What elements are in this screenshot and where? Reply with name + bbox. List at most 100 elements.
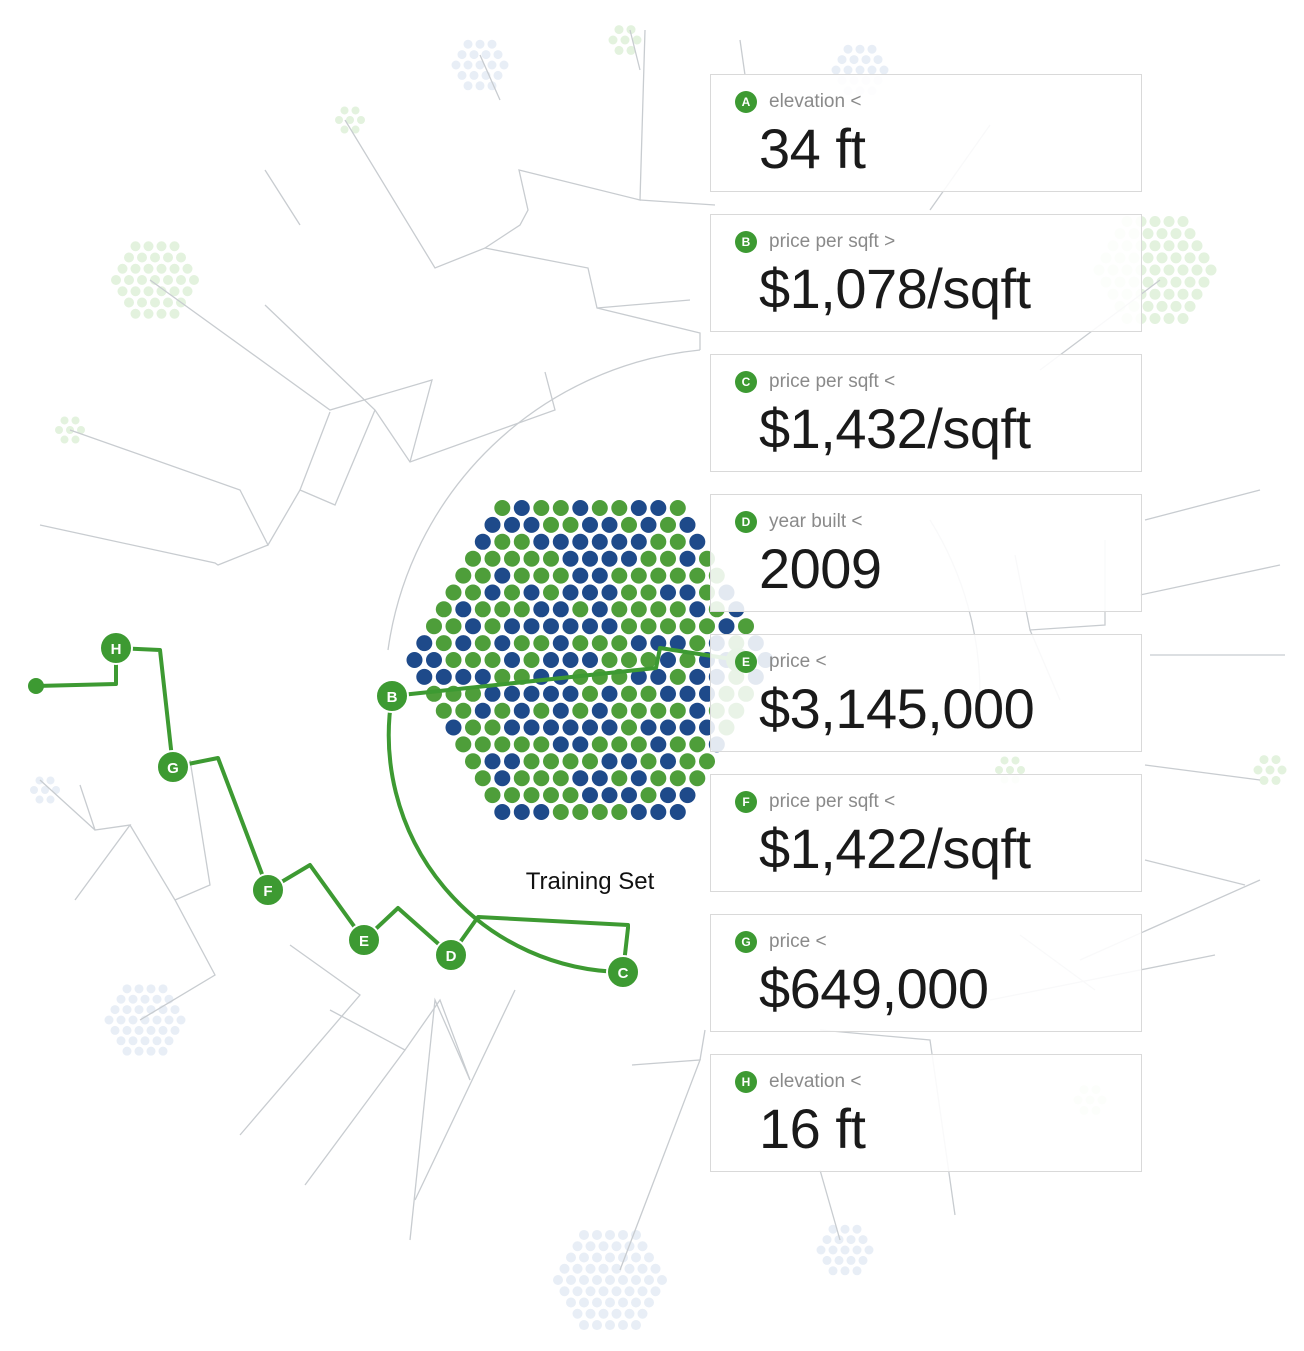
faint-leaf-dot	[158, 1025, 168, 1035]
training-sample-dot	[523, 753, 540, 770]
rule-card-e-value: $3,145,000	[759, 677, 1035, 740]
faint-leaf-dot	[644, 1275, 654, 1285]
faint-leaf-dot	[1271, 755, 1281, 765]
training-sample-dot	[533, 736, 550, 753]
training-sample-dot	[552, 804, 569, 820]
faint-leaf-dot	[169, 241, 180, 252]
faint-leaf-dot	[152, 1036, 162, 1046]
tree-branch	[739, 39, 746, 76]
tree-branch	[39, 779, 96, 831]
training-sample-dot	[474, 668, 491, 685]
path-node-d-label: D	[446, 948, 457, 965]
faint-leaf-dot	[572, 1308, 583, 1319]
faint-leaf-dot	[1205, 264, 1217, 276]
training-sample-dot	[650, 533, 667, 550]
faint-leaf-dot	[1006, 766, 1014, 774]
path-node-h[interactable]: H	[99, 631, 133, 665]
training-sample-dot	[679, 550, 696, 567]
training-sample-dot	[650, 567, 667, 584]
rule-card-b-rule: price per sqft >	[769, 231, 896, 252]
faint-leaf-dot	[816, 1245, 826, 1255]
faint-leaf-dot	[852, 1266, 862, 1276]
faint-leaf-dot	[46, 795, 55, 804]
training-sample-dot	[533, 500, 550, 516]
training-sample-dot	[504, 516, 520, 533]
path-node-markers: B C D E F G H	[99, 631, 640, 989]
training-sample-dot	[484, 550, 501, 567]
faint-leaf-dot	[140, 1036, 150, 1046]
faint-leaf-dot	[1142, 228, 1154, 240]
training-sample-dot	[621, 550, 637, 567]
rule-card-h-header: H elevation <	[735, 1070, 861, 1094]
rule-card-f: F price per sqft < $1,422/sqft	[710, 774, 1142, 892]
training-sample-dot	[660, 550, 676, 567]
training-sample-dot	[572, 500, 589, 516]
faint-leaf-dot	[879, 65, 889, 75]
training-sample-dot	[562, 787, 579, 804]
training-sample-dot	[679, 685, 696, 702]
faint-leaf-dot	[124, 252, 134, 263]
tree-branch	[404, 998, 471, 1081]
faint-leaf-dot	[852, 1245, 862, 1255]
faint-leaf-dot	[130, 286, 141, 297]
faint-leaf-dot	[137, 297, 147, 308]
path-node-e[interactable]: E	[347, 923, 381, 957]
training-sample-dot	[465, 550, 481, 567]
faint-leaf-dot	[611, 1241, 622, 1252]
faint-leaf-dot	[837, 55, 847, 65]
path-node-c[interactable]: C	[606, 955, 640, 989]
training-sample-dot	[406, 652, 423, 668]
training-sample-dot	[523, 584, 540, 601]
tree-branch	[1144, 859, 1246, 886]
training-sample-dot	[582, 550, 598, 567]
faint-leaf-dot	[134, 1046, 144, 1056]
faint-leaf-dot	[631, 1297, 641, 1308]
training-sample-dot	[630, 804, 647, 820]
training-sample-dot	[494, 533, 511, 550]
rule-card-c-badge: C	[735, 371, 757, 393]
faint-leaf-dot	[169, 308, 180, 319]
training-sample-dot	[494, 635, 511, 652]
training-sample-dot	[513, 736, 530, 753]
faint-leaf-dot	[828, 1245, 838, 1255]
training-sample-dot	[591, 601, 608, 618]
training-sample-dot	[504, 652, 520, 668]
path-node-g[interactable]: G	[156, 750, 190, 784]
rule-card-c-value: $1,432/sqft	[759, 397, 1031, 460]
faint-leaf-dot	[143, 241, 154, 252]
training-sample-dot	[543, 719, 559, 736]
faint-leaf-dot	[559, 1286, 570, 1297]
training-sample-dot	[591, 635, 608, 652]
training-sample-dot	[416, 668, 433, 685]
faint-leaf-dot	[598, 1308, 609, 1319]
training-sample-dot	[484, 685, 501, 702]
path-node-d[interactable]: D	[434, 938, 468, 972]
path-node-f[interactable]: F	[251, 873, 285, 907]
faint-leaf-dot	[469, 50, 479, 60]
training-sample-dot	[504, 719, 520, 736]
training-sample-dot	[630, 533, 647, 550]
path-node-b[interactable]: B	[375, 679, 409, 713]
faint-leaf-dot	[128, 1015, 138, 1025]
training-set-dots	[406, 500, 774, 820]
faint-leaf-dot	[137, 275, 147, 285]
tree-branch	[387, 349, 701, 651]
training-sample-dot	[562, 652, 579, 668]
faint-leaf-dot	[867, 65, 877, 75]
training-sample-dot	[601, 516, 618, 533]
faint-leaf-dot	[60, 416, 69, 425]
faint-leaf-dot	[499, 60, 509, 70]
training-sample-dot	[601, 584, 618, 601]
faint-leaf-dot	[130, 263, 141, 274]
faint-leaf-dot	[614, 45, 624, 55]
training-set-label: Training Set	[526, 868, 655, 895]
training-sample-dot	[582, 753, 598, 770]
training-sample-dot	[426, 652, 442, 668]
training-sample-dot	[552, 770, 569, 787]
faint-leaf-dot	[598, 1241, 609, 1252]
training-sample-dot	[582, 685, 598, 702]
faint-leaf-dot	[1163, 288, 1175, 300]
training-sample-dot	[669, 702, 686, 719]
tree-branch	[596, 299, 691, 309]
faint-leaf-dot	[566, 1275, 576, 1285]
